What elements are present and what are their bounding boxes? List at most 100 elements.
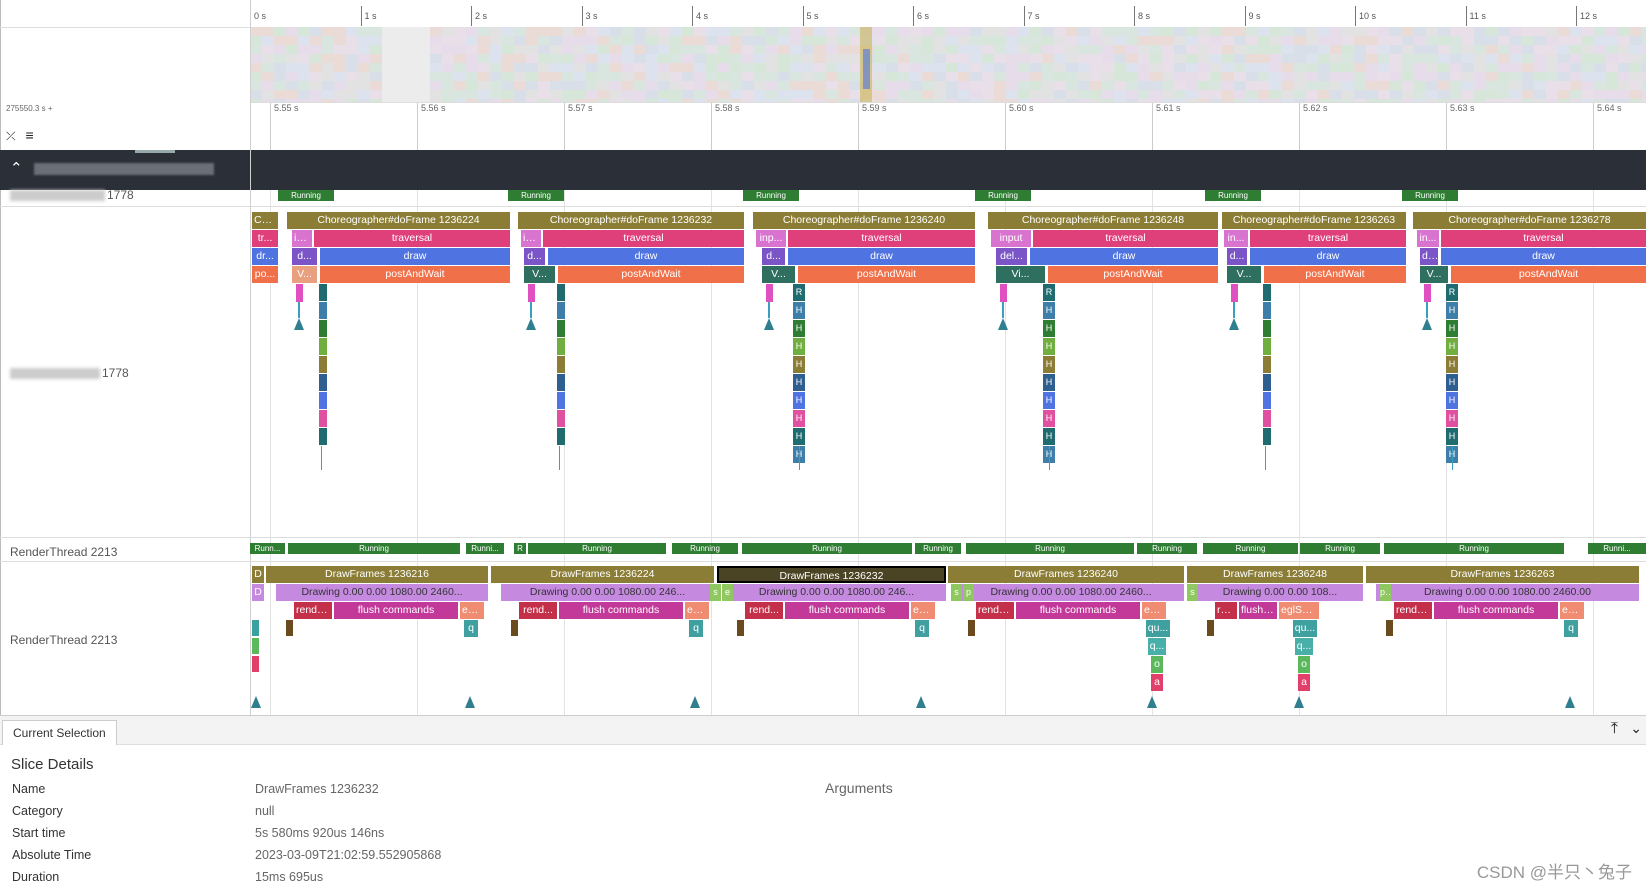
slice-hidl[interactable]: H (1446, 356, 1458, 373)
render-thread-running[interactable]: Running (1384, 543, 1564, 554)
slice-a[interactable]: a (1151, 674, 1163, 691)
slice-choreographer-doframe[interactable]: Choreographer#doFrame 1236278 (1413, 212, 1646, 229)
slice-draw[interactable]: draw (1030, 248, 1218, 265)
slice-stack[interactable] (557, 302, 565, 319)
slice-postandwait[interactable]: postAndWait (1264, 266, 1406, 283)
slice-hidl[interactable]: H (1043, 428, 1055, 445)
slice-small[interactable] (1002, 302, 1004, 318)
slice-traversal[interactable]: traversal (1033, 230, 1218, 247)
slice-render[interactable]: rend... (745, 602, 783, 619)
slice-traversal[interactable]: traversal (788, 230, 975, 247)
slice-draw[interactable]: draw (320, 248, 510, 265)
slice-o[interactable]: o (1151, 656, 1163, 673)
slice-drawing[interactable]: Drawing 0.00 0.00 1080.00 2460... (276, 584, 488, 601)
slice-queue[interactable]: q (464, 620, 478, 637)
pin-top-icon[interactable]: ⤒ (1610, 720, 1618, 737)
slice-measure[interactable]: del... (996, 248, 1027, 265)
slice-eglswap[interactable]: eg... (460, 602, 484, 619)
render-thread-running[interactable]: Runn... (250, 543, 285, 554)
slice-hidl[interactable]: H (1043, 410, 1055, 427)
slice-input[interactable]: in... (521, 230, 541, 247)
time-ruler[interactable]: 5.55 s 5.56 s 5.57 s 5.58 s 5.59 s 5.60 s 5.61… (250, 102, 1646, 151)
slice-drawframes[interactable]: DrawFrames 1236248 (1187, 566, 1363, 583)
render-thread-running[interactable]: Running (1203, 543, 1298, 554)
slice-postandwait[interactable]: postAndWait (1451, 266, 1646, 283)
thread-state-running[interactable]: Running (975, 190, 1031, 201)
chevron-down-icon[interactable]: ⌄ (1630, 720, 1642, 736)
slice-drawframes[interactable]: DrawFrames 1236216 (266, 566, 488, 583)
slice-drawing-small[interactable]: D (252, 584, 264, 601)
slice-small[interactable] (296, 284, 303, 302)
render-stack[interactable] (737, 620, 744, 636)
render-thread-running[interactable]: Running (915, 543, 961, 554)
slice-measure[interactable]: d... (524, 248, 545, 265)
render-thread-running[interactable]: Running (742, 543, 912, 554)
slice-traversal[interactable]: tr... (252, 230, 278, 247)
slice-stack[interactable] (1263, 392, 1271, 409)
slice-flush-commands[interactable]: flush commands (559, 602, 683, 619)
slice-hidl[interactable]: H (1446, 374, 1458, 391)
slice-drawframes[interactable]: DrawFrames 1236240 (948, 566, 1184, 583)
slice-stack[interactable] (557, 284, 565, 301)
slice-stack[interactable] (1263, 284, 1271, 301)
slice-eglswap[interactable]: eglS... (1142, 602, 1166, 619)
render-thread-running[interactable]: Running (966, 543, 1134, 554)
render-thread-running[interactable]: Runni... (466, 543, 504, 554)
slice-view[interactable]: V... (1227, 266, 1261, 283)
render-thread-running[interactable]: Running (528, 543, 666, 554)
slice-view[interactable]: V... (524, 266, 555, 283)
thread-state-running[interactable]: Running (278, 190, 334, 201)
slice-small-label[interactable]: e (722, 584, 733, 601)
slice-stack[interactable] (557, 392, 565, 409)
slice-choreographer-doframe[interactable]: Choreographer#doFrame 1236248 (988, 212, 1218, 229)
slice-flush-commands[interactable]: flush commands (1434, 602, 1558, 619)
render-stack[interactable] (1386, 620, 1393, 636)
slice-draw[interactable]: dr... (252, 248, 278, 265)
slice-measure[interactable]: d... (762, 248, 785, 265)
slice-stack[interactable]: R (1446, 284, 1458, 301)
slice-drawing[interactable]: Drawing 0.00 0.00 1080.00 246... (501, 584, 714, 601)
slice-queue[interactable]: qu... (1293, 620, 1317, 637)
slice-small[interactable] (1424, 284, 1431, 302)
slice-small[interactable] (766, 284, 773, 302)
slice-small-label[interactable]: s (710, 584, 721, 601)
slice-render[interactable]: rende... (976, 602, 1014, 619)
slice-queue-inner[interactable]: q... (1148, 638, 1166, 655)
slice-small[interactable] (768, 302, 770, 318)
slice-drawing[interactable]: Drawing 0.00 0.00 108... (1197, 584, 1363, 601)
slice-stack[interactable] (557, 356, 565, 373)
slice-drawing[interactable]: Drawing 0.00 0.00 1080.00 2460.00 (1376, 584, 1639, 601)
render-stack[interactable] (1207, 620, 1214, 636)
slice-small-label[interactable]: s (1187, 584, 1198, 601)
slice-small[interactable] (1231, 284, 1238, 302)
slice-hidl[interactable]: H (1043, 374, 1055, 391)
slice-small-label[interactable]: p (963, 584, 974, 601)
render-stack[interactable] (286, 620, 293, 636)
render-stack[interactable] (511, 620, 518, 636)
slice-stack[interactable] (1263, 374, 1271, 391)
process-group-header[interactable]: ⌃ (0, 150, 1646, 190)
slice-render[interactable]: rend... (519, 602, 557, 619)
render-thread-running[interactable]: Running (1137, 543, 1197, 554)
slice-stack[interactable] (319, 284, 327, 301)
slice-postandwait[interactable]: postAndWait (320, 266, 510, 283)
slice-a[interactable]: a (1298, 674, 1310, 691)
slice-render[interactable]: rende... (294, 602, 332, 619)
slice-input[interactable]: in... (1417, 230, 1439, 247)
slice-view[interactable]: V... (1420, 266, 1448, 283)
slice-choreographer-doframe[interactable]: Choreographer#doFrame 1236263 (1222, 212, 1406, 229)
slice-stack[interactable] (1263, 356, 1271, 373)
slice-queue[interactable]: qu... (1146, 620, 1170, 637)
slice-choreographer-doframe[interactable]: Choreographer#doFrame 1236240 (753, 212, 975, 229)
slice-drawframes[interactable]: DrawFrames 1236224 (491, 566, 714, 583)
slice-view[interactable]: V... (762, 266, 795, 283)
slice-hidl[interactable]: H (1446, 392, 1458, 409)
slice-input[interactable]: input (991, 230, 1031, 247)
render-stack[interactable] (252, 620, 259, 636)
render-thread-running[interactable]: Running (288, 543, 460, 554)
slice-input[interactable]: in... (292, 230, 312, 247)
slice-postandwait[interactable]: po... (252, 266, 278, 283)
render-thread-running[interactable]: R (514, 543, 526, 554)
slice-render[interactable]: re... (1215, 602, 1237, 619)
chevron-up-icon[interactable]: ⌃ (10, 160, 23, 177)
